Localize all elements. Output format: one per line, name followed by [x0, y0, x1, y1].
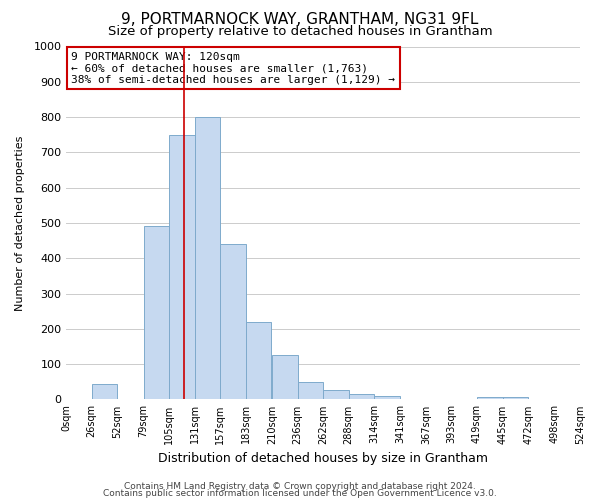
- Text: Contains public sector information licensed under the Open Government Licence v3: Contains public sector information licen…: [103, 490, 497, 498]
- Bar: [477, 396, 503, 400]
- X-axis label: Distribution of detached houses by size in Grantham: Distribution of detached houses by size …: [158, 452, 488, 465]
- Bar: [143, 226, 169, 400]
- Bar: [374, 396, 400, 400]
- Bar: [169, 134, 194, 400]
- Text: 9 PORTMARNOCK WAY: 120sqm
← 60% of detached houses are smaller (1,763)
38% of se: 9 PORTMARNOCK WAY: 120sqm ← 60% of detac…: [71, 52, 395, 85]
- Bar: [245, 322, 271, 400]
- Bar: [298, 382, 323, 400]
- Y-axis label: Number of detached properties: Number of detached properties: [15, 136, 25, 310]
- Bar: [349, 394, 374, 400]
- Text: Size of property relative to detached houses in Grantham: Size of property relative to detached ho…: [107, 25, 493, 38]
- Bar: [194, 117, 220, 400]
- Text: Contains HM Land Registry data © Crown copyright and database right 2024.: Contains HM Land Registry data © Crown c…: [124, 482, 476, 491]
- Bar: [503, 396, 528, 400]
- Bar: [323, 390, 349, 400]
- Bar: [220, 244, 245, 400]
- Bar: [272, 356, 298, 400]
- Bar: [92, 384, 117, 400]
- Text: 9, PORTMARNOCK WAY, GRANTHAM, NG31 9FL: 9, PORTMARNOCK WAY, GRANTHAM, NG31 9FL: [121, 12, 479, 28]
